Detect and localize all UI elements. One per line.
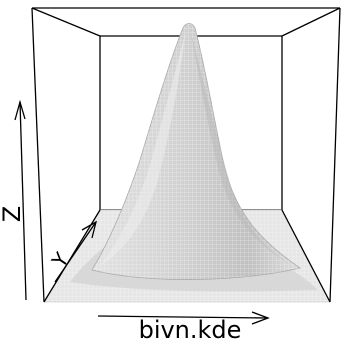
x-axis-arrowhead xyxy=(251,311,270,325)
x-axis-label: bivn.kde xyxy=(139,316,242,342)
box-top-left-edge xyxy=(31,7,101,37)
z-axis-line xyxy=(19,101,27,301)
x-axis xyxy=(97,311,270,325)
box-front-right-edge xyxy=(329,7,341,303)
y-axis xyxy=(54,220,98,283)
z-axis xyxy=(14,99,27,301)
y-axis-arrowhead xyxy=(81,220,98,239)
box-top-right-edge xyxy=(281,7,341,37)
y-axis-line xyxy=(54,221,97,283)
box-bottom-right-edge xyxy=(281,209,331,303)
surface xyxy=(43,23,331,303)
z-axis-label: Z xyxy=(0,206,26,222)
box-front-left-edge xyxy=(31,7,45,303)
z-axis-arrowhead xyxy=(14,99,26,121)
x-axis-line xyxy=(97,315,269,319)
